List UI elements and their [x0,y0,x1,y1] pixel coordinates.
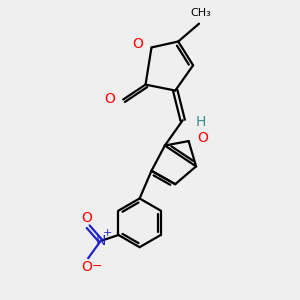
Text: O: O [81,212,92,225]
Text: O: O [104,92,115,106]
Text: H: H [195,115,206,129]
Text: O: O [81,260,92,274]
Text: N: N [95,234,106,248]
Text: CH₃: CH₃ [190,8,211,18]
Text: O: O [198,131,208,145]
Text: +: + [103,228,112,238]
Text: O: O [132,38,143,52]
Text: −: − [91,260,102,273]
